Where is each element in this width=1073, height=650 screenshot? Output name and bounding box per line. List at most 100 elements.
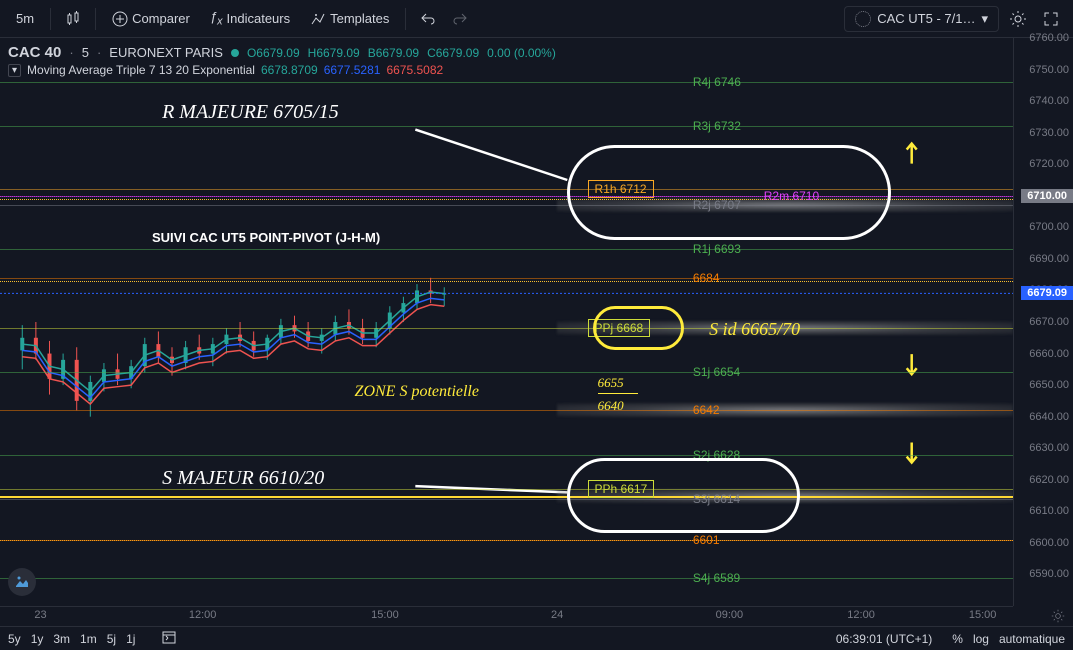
pivot-level-label: 6601: [689, 533, 724, 547]
scale-option[interactable]: %: [952, 632, 963, 646]
range-button[interactable]: 3m: [53, 632, 70, 646]
pivot-level-line[interactable]: [0, 499, 1013, 500]
y-axis-tick: 6630.00: [1029, 442, 1069, 454]
y-axis-tick: 6670.00: [1029, 316, 1069, 328]
dotted-circle-icon: [855, 11, 871, 27]
undo-button[interactable]: [414, 5, 442, 33]
clock-display: 06:39:01 (UTC+1): [836, 632, 932, 646]
settings-button[interactable]: [1003, 4, 1033, 34]
ellipse-annotation[interactable]: [593, 306, 684, 350]
interval-selector[interactable]: 5m: [8, 7, 42, 30]
legend-interval: 5: [82, 45, 89, 60]
pivot-level-line[interactable]: [0, 126, 1013, 127]
pivot-level-line[interactable]: [0, 540, 1013, 541]
range-button[interactable]: 1j: [126, 632, 135, 646]
layout-badge-label: CAC UT5 - 7/1…: [877, 11, 975, 26]
templates-button[interactable]: Templates: [302, 7, 397, 31]
range-button[interactable]: 1y: [31, 632, 44, 646]
ohlc-change: 0.00 (0.00%): [487, 46, 556, 60]
pivot-level-line[interactable]: [0, 328, 1013, 329]
dotted-horizontal-line[interactable]: [0, 281, 1013, 282]
x-axis-tick: 15:00: [371, 609, 399, 621]
ellipse-annotation[interactable]: [567, 458, 800, 534]
x-axis-tick: 12:00: [847, 609, 875, 621]
chart-area: R4j 6746R3j 6732R1h 6712R2m 6710R2j 6707…: [0, 38, 1073, 626]
x-axis-tick: 23: [34, 609, 46, 621]
y-axis-tick: 6640.00: [1029, 411, 1069, 423]
y-axis-tick: 6690.00: [1029, 253, 1069, 265]
ohlc-open: O6679.09: [247, 46, 300, 60]
x-axis-tick: 24: [551, 609, 563, 621]
chart-pane[interactable]: R4j 6746R3j 6732R1h 6712R2m 6710R2j 6707…: [0, 38, 1013, 606]
y-axis-tick: 6610.00: [1029, 505, 1069, 517]
templates-icon: [310, 11, 326, 27]
pivot-level-line[interactable]: [0, 82, 1013, 83]
x-axis-tick: 15:00: [969, 609, 997, 621]
time-axis[interactable]: 23 12:00 15:00 24 09:00 12:00 15:00: [0, 606, 1013, 626]
ma-value-3: 6675.5082: [386, 63, 443, 77]
pivot-level-line[interactable]: [0, 410, 1013, 411]
y-axis-tick: 6650.00: [1029, 379, 1069, 391]
y-axis-tick: 6590.00: [1029, 568, 1069, 580]
ellipse-annotation[interactable]: [567, 145, 891, 240]
image-icon: [14, 574, 30, 590]
y-axis-tick: 6600.00: [1029, 537, 1069, 549]
pivot-level-label: R3j 6732: [689, 119, 745, 133]
x-axis-tick: 09:00: [716, 609, 744, 621]
y-axis-tick: 6660.00: [1029, 348, 1069, 360]
range-button[interactable]: 1m: [80, 632, 97, 646]
pivot-level-label: R4j 6746: [689, 75, 745, 89]
x-axis-tick: 12:00: [189, 609, 217, 621]
plus-icon: [112, 11, 128, 27]
pivot-level-line[interactable]: [0, 489, 1013, 490]
fullscreen-button[interactable]: [1037, 5, 1065, 33]
footer-bar: 5y 1y 3m 1m 5j 1j 06:39:01 (UTC+1) % log automa…: [0, 626, 1073, 650]
y-axis-tick: 6740.00: [1029, 95, 1069, 107]
legend-exchange: EURONEXT PARIS: [109, 45, 223, 60]
fullscreen-icon: [1043, 11, 1059, 27]
goto-date-button[interactable]: [161, 629, 177, 648]
scale-option[interactable]: log: [973, 632, 989, 646]
redo-button[interactable]: [446, 5, 474, 33]
y-axis-tick: 6620.00: [1029, 474, 1069, 486]
fx-icon: ƒx: [210, 9, 223, 28]
candles-icon[interactable]: [59, 5, 87, 33]
gear-icon: [1009, 10, 1027, 28]
chevron-down-icon: ▾: [981, 11, 988, 27]
ohlc-high: H6679.09: [308, 46, 360, 60]
ticker-symbol[interactable]: CAC 40: [8, 44, 61, 61]
ohlc-close: C6679.09: [427, 46, 479, 60]
pivot-level-label: S4j 6589: [689, 571, 744, 585]
indicators-label: Indicateurs: [227, 11, 291, 26]
templates-label: Templates: [330, 11, 389, 26]
interval-label: 5m: [16, 11, 34, 26]
level-price-tag: 6710.00: [1021, 189, 1073, 203]
snapshot-button[interactable]: [8, 568, 36, 596]
market-status-icon: [231, 49, 239, 57]
pivot-level-line[interactable]: [0, 278, 1013, 279]
calendar-icon: [161, 629, 177, 645]
pivot-level-line[interactable]: [0, 249, 1013, 250]
pivot-level-label: 6642: [689, 403, 724, 417]
horizontal-line[interactable]: [0, 496, 1013, 498]
compare-label: Comparer: [132, 11, 190, 26]
ohlc-low: B6679.09: [368, 46, 419, 60]
price-axis[interactable]: 6590.00 6600.00 6610.00 6620.00 6630.00 6640.…: [1013, 38, 1073, 606]
scale-option[interactable]: automatique: [999, 632, 1065, 646]
chart-legend: CAC 40 · 5 · EURONEXT PARIS O6679.09 H66…: [8, 44, 556, 77]
y-axis-tick: 6700.00: [1029, 221, 1069, 233]
range-button[interactable]: 5j: [107, 632, 116, 646]
range-button[interactable]: 5y: [8, 632, 21, 646]
pivot-level-line[interactable]: [0, 455, 1013, 456]
pivot-level-label: 6684: [689, 271, 724, 285]
collapse-indicator-button[interactable]: ▾: [8, 64, 21, 77]
pivot-level-label: R1j 6693: [689, 242, 745, 256]
layout-badge[interactable]: CAC UT5 - 7/1… ▾: [844, 6, 999, 32]
ma-value-1: 6678.8709: [261, 63, 318, 77]
pivot-level-line[interactable]: [0, 578, 1013, 579]
indicator-name[interactable]: Moving Average Triple 7 13 20 Exponentia…: [27, 63, 255, 77]
pivot-level-line[interactable]: [0, 372, 1013, 373]
compare-button[interactable]: Comparer: [104, 7, 198, 31]
y-axis-tick: 6720.00: [1029, 158, 1069, 170]
indicators-button[interactable]: ƒx Indicateurs: [202, 5, 298, 32]
